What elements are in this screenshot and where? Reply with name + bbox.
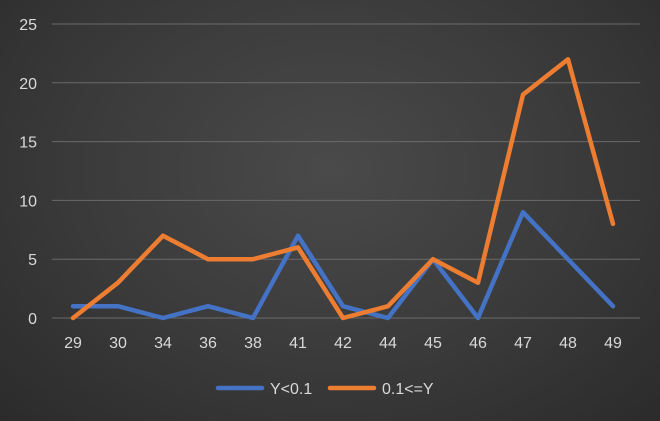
series-line-2 xyxy=(70,57,616,321)
y-tick-label: 25 xyxy=(19,17,37,34)
x-tick-label: 41 xyxy=(289,335,307,352)
legend: Y<0.1 0.1<=Y xyxy=(215,381,434,398)
x-tick-label: 49 xyxy=(604,335,622,352)
series-lines xyxy=(70,57,616,321)
series-line-1 xyxy=(70,209,616,321)
x-axis: 29 30 34 36 38 41 42 44 45 46 47 48 49 xyxy=(64,335,622,352)
x-tick-label: 48 xyxy=(559,335,577,352)
legend-label-1: Y<0.1 xyxy=(270,381,312,398)
y-axis: 0 5 10 15 20 25 xyxy=(19,17,37,328)
legend-label-2: 0.1<=Y xyxy=(382,381,434,398)
x-tick-label: 45 xyxy=(424,335,442,352)
y-tick-label: 5 xyxy=(28,252,37,269)
x-tick-label: 30 xyxy=(109,335,127,352)
x-tick-label: 47 xyxy=(514,335,532,352)
y-tick-label: 15 xyxy=(19,135,37,152)
y-tick-label: 20 xyxy=(19,76,37,93)
x-tick-label: 46 xyxy=(469,335,487,352)
x-tick-label: 34 xyxy=(154,335,172,352)
x-tick-label: 36 xyxy=(199,335,217,352)
x-tick-label: 38 xyxy=(244,335,262,352)
x-tick-label: 44 xyxy=(379,335,397,352)
x-tick-label: 29 xyxy=(64,335,82,352)
x-tick-label: 42 xyxy=(334,335,352,352)
y-tick-label: 10 xyxy=(19,193,37,210)
gridlines xyxy=(52,23,640,319)
y-tick-label: 0 xyxy=(28,311,37,328)
